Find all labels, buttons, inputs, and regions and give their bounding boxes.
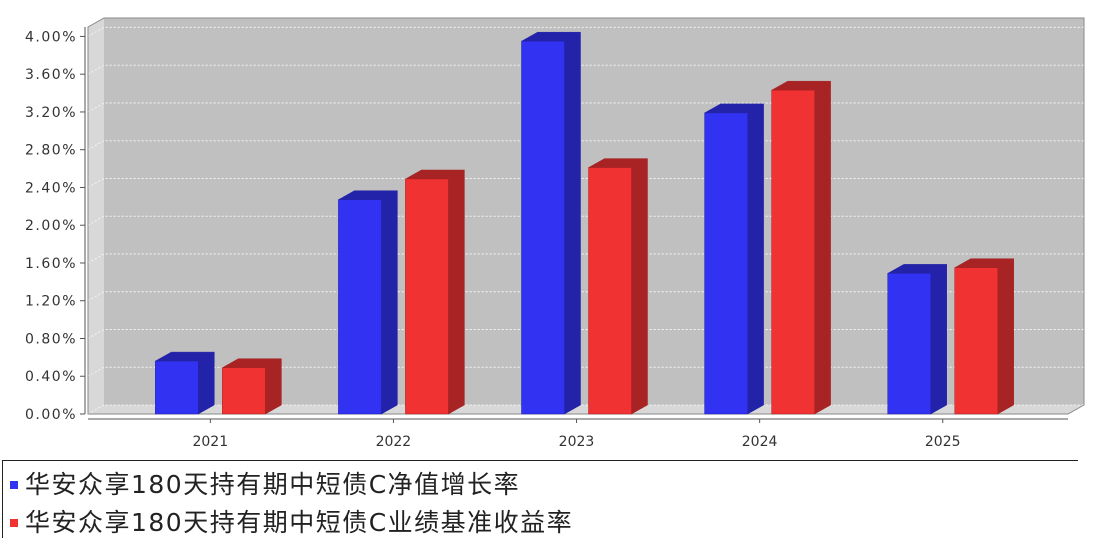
bar-side-face xyxy=(631,158,648,415)
y-tick-label: 4.00% xyxy=(25,29,77,45)
bar-front-face xyxy=(222,367,266,415)
bar-side-face xyxy=(381,190,398,415)
plot-outline xyxy=(87,17,1085,415)
plot-outline-group xyxy=(87,17,1085,415)
y-tick-label: 1.20% xyxy=(25,294,77,310)
legend: 华安众享180天持有期中短债C净值增长率 华安众享180天持有期中短债C业绩基准… xyxy=(2,460,1078,538)
bar-side-face xyxy=(198,351,215,415)
bar-front-face xyxy=(155,360,199,415)
bars xyxy=(154,31,1015,415)
bar-nav-growth-2022 xyxy=(337,190,399,415)
y-tick-label: 2.80% xyxy=(25,143,77,159)
legend-label: 华安众享180天持有期中短债C业绩基准收益率 xyxy=(25,508,574,537)
x-tick-label: 2025 xyxy=(925,434,961,450)
floor xyxy=(88,405,1084,414)
y-tick-label: 2.40% xyxy=(25,181,77,197)
legend-label: 华安众享180天持有期中短债C净值增长率 xyxy=(25,470,521,499)
bar-side-face xyxy=(448,169,465,415)
x-tick-label: 2022 xyxy=(376,434,412,450)
y-tick-label: 0.00% xyxy=(25,407,77,423)
y-tick-label: 1.60% xyxy=(25,256,77,272)
bar-front-face xyxy=(887,273,931,415)
bar-front-face xyxy=(588,167,632,415)
bar-side-face xyxy=(747,103,764,415)
x-tick-label: 2021 xyxy=(192,434,228,450)
bar-front-face xyxy=(405,178,449,415)
bar-side-face xyxy=(814,80,831,415)
bar-side-face xyxy=(930,263,947,415)
x-axis: 2021 2022 2023 2024 2025 xyxy=(88,418,1068,450)
y-tick-label: 0.40% xyxy=(25,369,77,385)
bar-nav-growth-2021 xyxy=(154,351,216,415)
bar-side-face xyxy=(564,31,581,415)
bar-benchmark-return-2025 xyxy=(953,258,1015,415)
bar-benchmark-return-2022 xyxy=(404,169,466,415)
bar-nav-growth-2025 xyxy=(886,263,948,415)
bar-front-face xyxy=(954,267,998,415)
legend-item-benchmark-return: 华安众享180天持有期中短债C业绩基准收益率 xyxy=(10,508,573,538)
left-wall xyxy=(88,18,104,414)
bar-front-face xyxy=(771,89,815,415)
bar-front-face xyxy=(338,199,382,415)
bar-nav-growth-2024 xyxy=(703,103,765,415)
y-tick-label: 3.60% xyxy=(25,67,77,83)
x-tick-label: 2024 xyxy=(742,434,778,450)
legend-swatch-blue xyxy=(10,481,18,489)
y-tick-label: 3.20% xyxy=(25,105,77,121)
y-tick-label: 2.00% xyxy=(25,218,77,234)
legend-swatch-red xyxy=(10,519,18,527)
y-axis: 0.00% 0.40% 0.80% 1.20% 1.60% 2.00% 2.40% 2.80%… xyxy=(25,27,86,423)
bar-benchmark-return-2021 xyxy=(221,358,283,415)
bar-nav-growth-2023 xyxy=(520,31,582,415)
bar-front-face xyxy=(704,112,748,415)
bar-side-face xyxy=(265,358,282,415)
bar-benchmark-return-2023 xyxy=(587,158,649,415)
bar-side-face xyxy=(997,258,1014,415)
legend-item-nav-growth: 华安众享180天持有期中短债C净值增长率 xyxy=(10,470,520,500)
x-tick-label: 2023 xyxy=(559,434,595,450)
bar-front-face xyxy=(521,40,565,415)
chart-area: 0.00% 0.40% 0.80% 1.20% 1.60% 2.00% 2.40% 2.80%… xyxy=(25,17,1085,450)
y-tick-label: 0.80% xyxy=(25,332,77,348)
bar-chart-3d: 0.00% 0.40% 0.80% 1.20% 1.60% 2.00% 2.40% 2.80%… xyxy=(25,17,1085,450)
bar-benchmark-return-2024 xyxy=(770,80,832,415)
